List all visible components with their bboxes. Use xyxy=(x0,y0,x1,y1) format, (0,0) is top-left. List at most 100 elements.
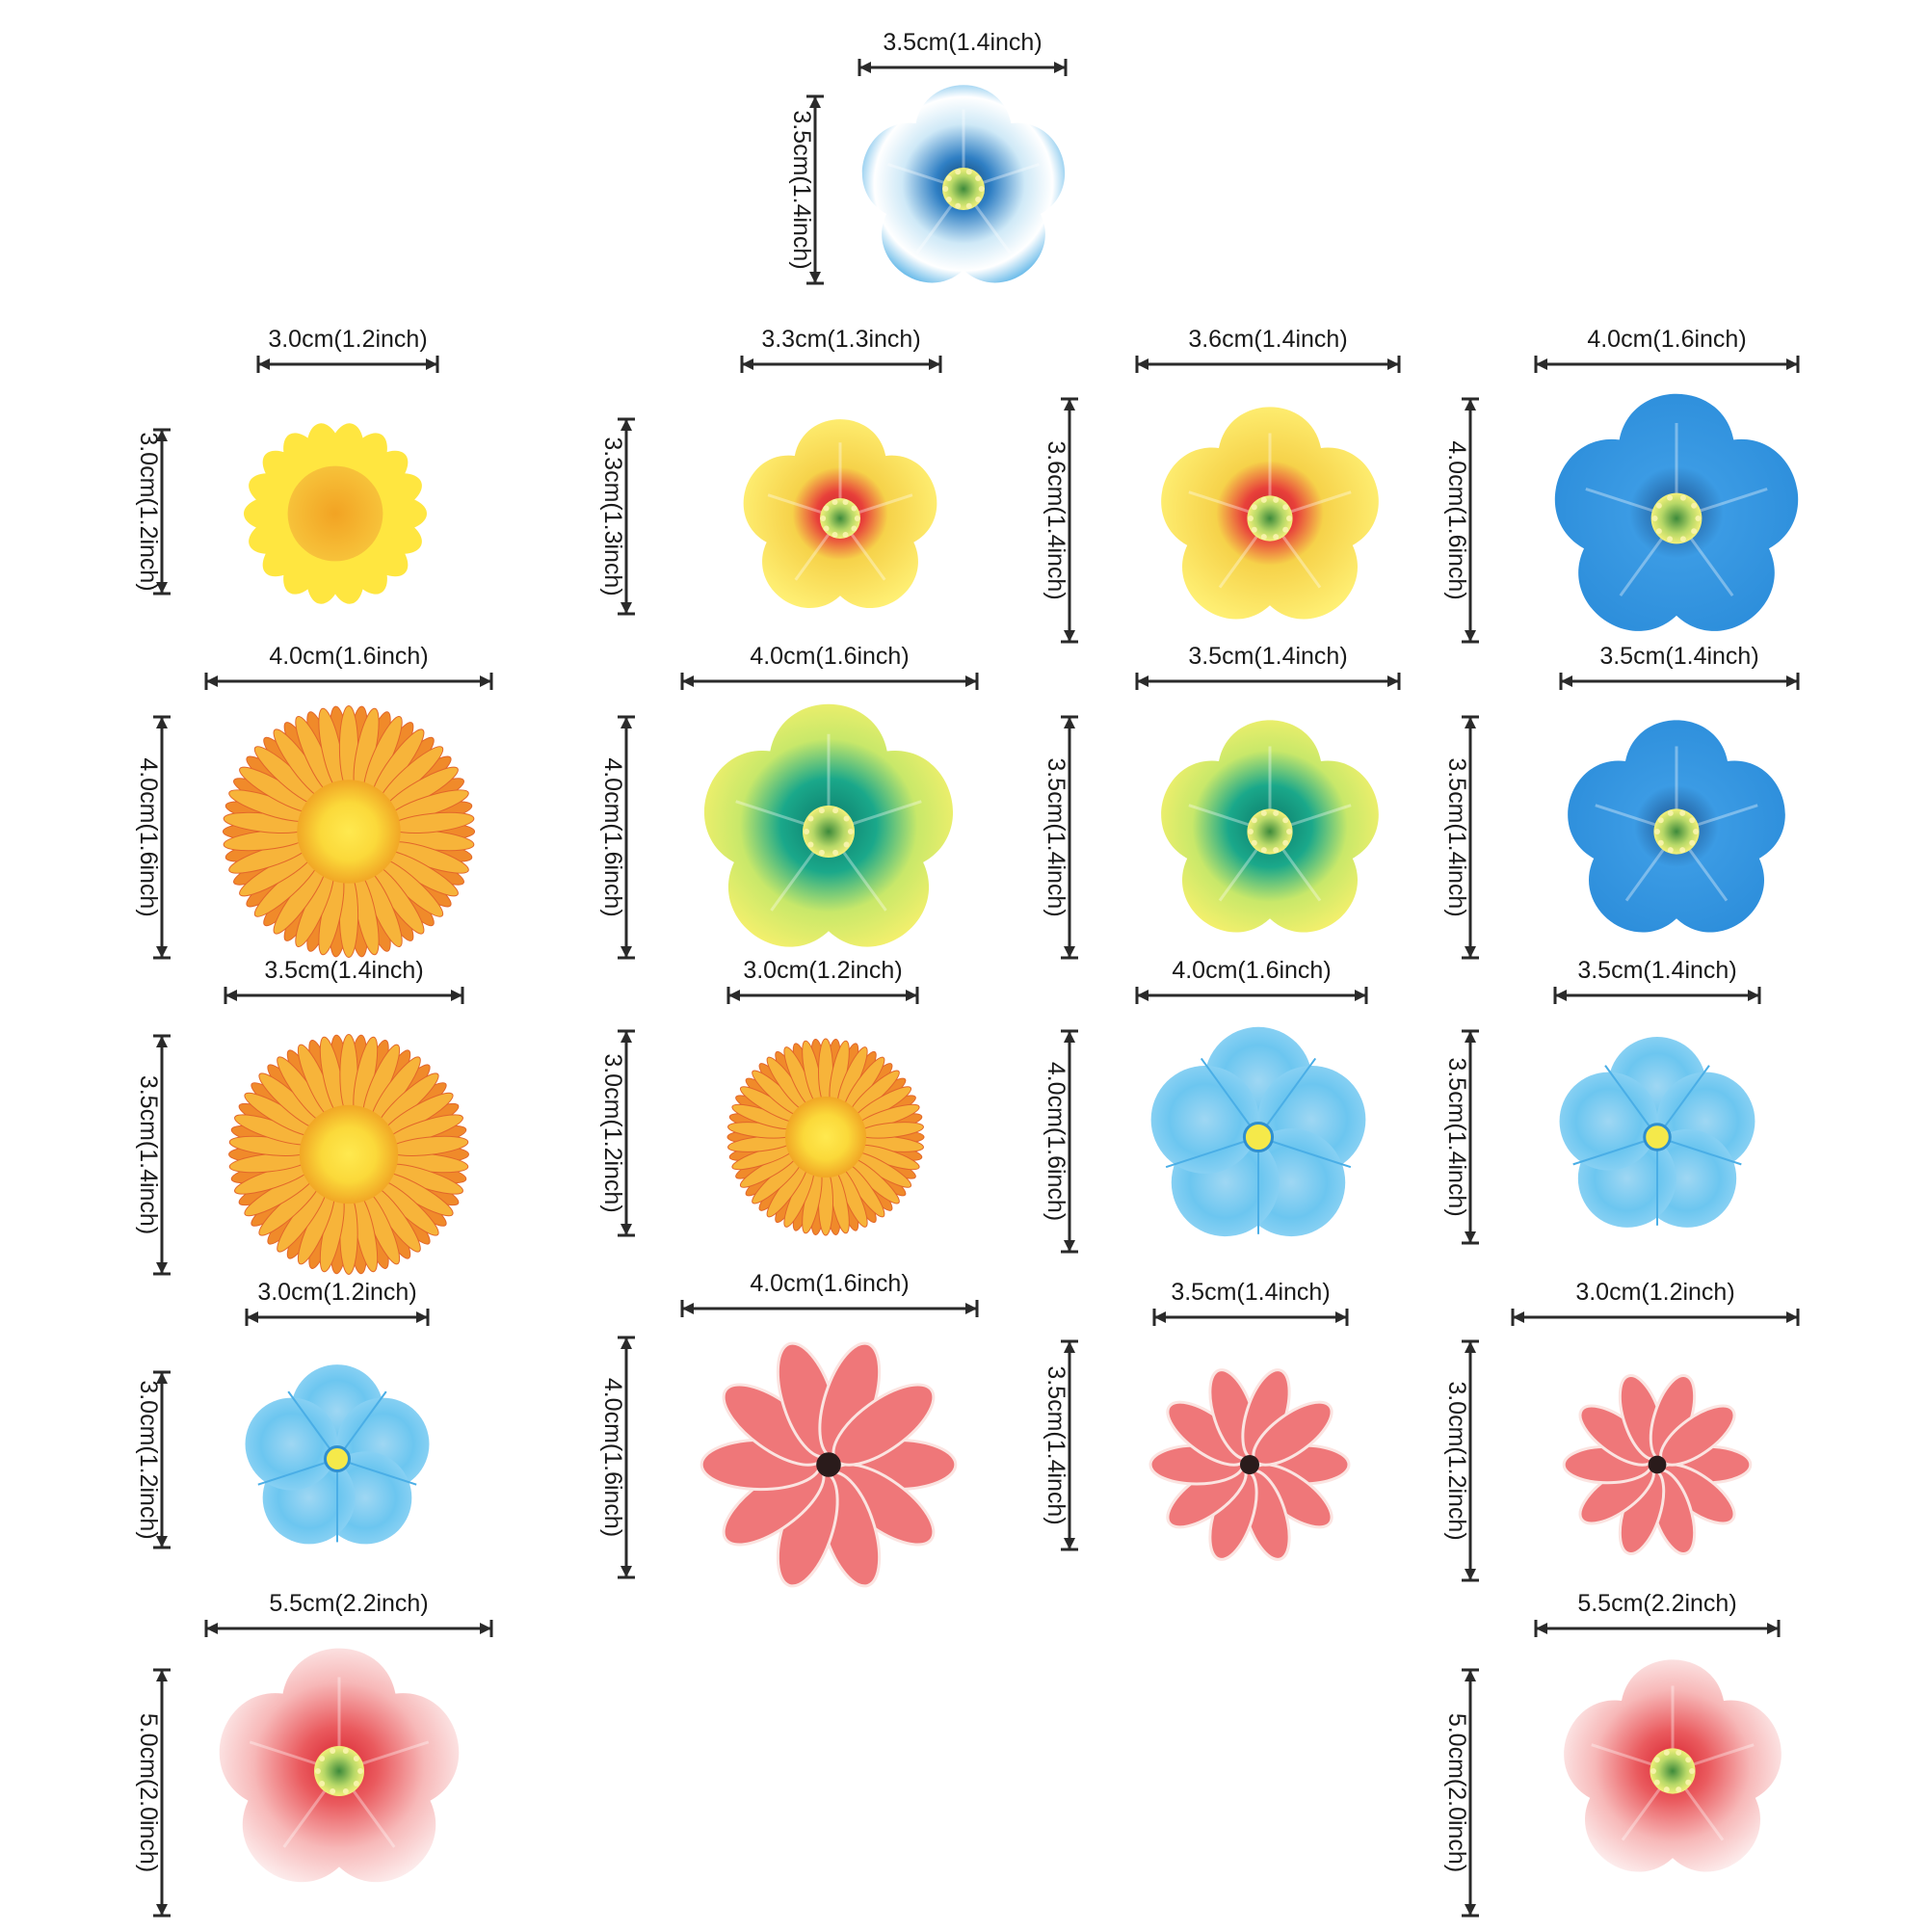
arrow-left-icon xyxy=(258,358,270,370)
forget-me-not-petal xyxy=(1150,1066,1259,1175)
height-label: 3.5cm(1.4inch) xyxy=(788,110,815,269)
stamen-dot xyxy=(1663,1749,1670,1756)
flower-item-f15: 4.0cm(1.6inch) 4.0cm(1.6inch) xyxy=(599,1270,979,1588)
petal-crease xyxy=(257,1458,338,1486)
arrow-left-icon xyxy=(1536,358,1547,370)
flower-item-f1: 3.5cm(1.4inch) 3.5cm(1.4inch) xyxy=(788,29,1068,285)
stamen-dot xyxy=(319,1756,326,1762)
stamen-dot xyxy=(1655,528,1662,535)
width-label: 3.5cm(1.4inch) xyxy=(1599,643,1758,670)
flower-center xyxy=(1247,808,1293,855)
stamen-dot xyxy=(1667,847,1674,854)
stamen-dot xyxy=(945,175,952,182)
arrow-right-icon xyxy=(1054,62,1066,73)
arrow-left-icon xyxy=(247,1311,258,1323)
arrow-down-icon xyxy=(620,946,632,958)
width-label: 3.0cm(1.2inch) xyxy=(268,326,427,353)
arrow-left-icon xyxy=(206,1623,218,1634)
flower-center xyxy=(942,168,985,210)
arrow-right-icon xyxy=(1355,990,1366,1001)
stamen-dot xyxy=(1650,1768,1656,1774)
arrow-up-icon xyxy=(1064,717,1075,728)
stamen-dot xyxy=(955,202,962,209)
flower-item-f17: 3.0cm(1.2inch) 3.0cm(1.2inch) xyxy=(1443,1279,1800,1582)
height-label: 3.0cm(1.2inch) xyxy=(1443,1381,1470,1540)
arrow-right-icon xyxy=(1387,358,1399,370)
flower-item-f11: 3.0cm(1.2inch) 3.0cm(1.2inch) xyxy=(599,957,925,1237)
stamen-dot xyxy=(832,849,839,856)
stamen-dot xyxy=(357,1768,364,1774)
arrow-down-icon xyxy=(620,602,632,614)
arrow-down-icon xyxy=(1465,1231,1476,1243)
stamen-dot xyxy=(342,1747,349,1754)
stamen-dot xyxy=(842,499,849,506)
stamen-dot xyxy=(1282,526,1289,533)
stamen-dot xyxy=(842,531,849,538)
arrow-left-icon xyxy=(206,675,218,687)
petal-crease xyxy=(1165,1136,1259,1169)
stamen-dot xyxy=(330,1788,336,1795)
arrow-up-icon xyxy=(1465,1341,1476,1353)
stamen-dot xyxy=(1653,1779,1660,1786)
width-label: 3.3cm(1.3inch) xyxy=(761,326,920,353)
flower-item-f3: 3.3cm(1.3inch) 3.3cm(1.3inch) xyxy=(599,326,942,616)
arrow-left-icon xyxy=(682,675,694,687)
stamen-dot xyxy=(1655,502,1662,509)
arrow-right-icon xyxy=(426,358,437,370)
stamen-dot xyxy=(1685,1757,1692,1763)
stamen-dot xyxy=(955,169,962,175)
width-label: 4.0cm(1.6inch) xyxy=(1172,957,1331,984)
arrow-left-icon xyxy=(1555,990,1567,1001)
stamen-dot xyxy=(1273,534,1280,541)
arrow-up-icon xyxy=(620,1031,632,1043)
flower-center xyxy=(1653,808,1700,855)
stamen-dot xyxy=(353,1780,359,1786)
stamen-dot xyxy=(314,1768,321,1774)
stamen-dot xyxy=(330,1747,336,1754)
flower-item-f14: 3.0cm(1.2inch) 3.0cm(1.2inch) xyxy=(135,1279,430,1549)
arrow-right-icon xyxy=(1786,1311,1798,1323)
stamen-dot xyxy=(1693,829,1700,834)
width-label: 3.6cm(1.4inch) xyxy=(1188,326,1347,353)
stamen-dot xyxy=(1689,1768,1696,1774)
stamen-dot xyxy=(1653,1757,1660,1763)
stamen-dot xyxy=(807,841,814,848)
arrow-right-icon xyxy=(416,1311,428,1323)
arrow-left-icon xyxy=(225,990,237,1001)
flower-item-f16: 3.5cm(1.4inch) 3.5cm(1.4inch) xyxy=(1043,1279,1351,1561)
arrow-down-icon xyxy=(620,1566,632,1577)
flower-item-f12: 4.0cm(1.6inch) 4.0cm(1.6inch) xyxy=(1043,957,1368,1254)
stamen-dot xyxy=(353,1756,359,1762)
stamen-dot xyxy=(1273,809,1280,816)
stamen-dot xyxy=(1679,536,1686,543)
arrow-up-icon xyxy=(1064,1031,1075,1043)
arrow-down-icon xyxy=(1064,1538,1075,1549)
stamen-dot xyxy=(851,525,858,532)
stamen-dot xyxy=(1679,847,1686,854)
arrow-up-icon xyxy=(156,1372,168,1384)
stamen-dot xyxy=(832,499,838,506)
arrow-up-icon xyxy=(1465,1031,1476,1043)
petal-crease xyxy=(1656,1136,1742,1166)
height-label: 3.0cm(1.2inch) xyxy=(135,432,162,591)
arrow-up-icon xyxy=(1064,399,1075,410)
height-label: 3.5cm(1.4inch) xyxy=(1043,1365,1069,1524)
stamen-dot xyxy=(1282,839,1289,846)
petal-crease xyxy=(1604,1065,1658,1138)
arrow-down-icon xyxy=(1465,1569,1476,1580)
stamen-dot xyxy=(832,531,838,538)
flower-item-f18: 5.5cm(2.2inch) 5.0cm(2.0inch) xyxy=(135,1590,493,1918)
arrow-left-icon xyxy=(1536,1623,1547,1634)
petal-crease xyxy=(1200,1057,1259,1138)
flower-item-f6: 4.0cm(1.6inch) 4.0cm(1.6inch) xyxy=(135,643,493,960)
arrow-down-icon xyxy=(809,272,821,283)
flower-center xyxy=(314,1746,364,1796)
arrow-up-icon xyxy=(156,1036,168,1047)
arrow-right-icon xyxy=(1387,675,1399,687)
stamen-dot xyxy=(1679,494,1686,501)
stamen-dot xyxy=(319,1780,326,1786)
height-label: 5.0cm(2.0inch) xyxy=(1443,1713,1470,1872)
arrow-down-icon xyxy=(156,946,168,958)
width-label: 3.0cm(1.2inch) xyxy=(257,1279,416,1306)
sunflower-center xyxy=(299,1104,399,1204)
